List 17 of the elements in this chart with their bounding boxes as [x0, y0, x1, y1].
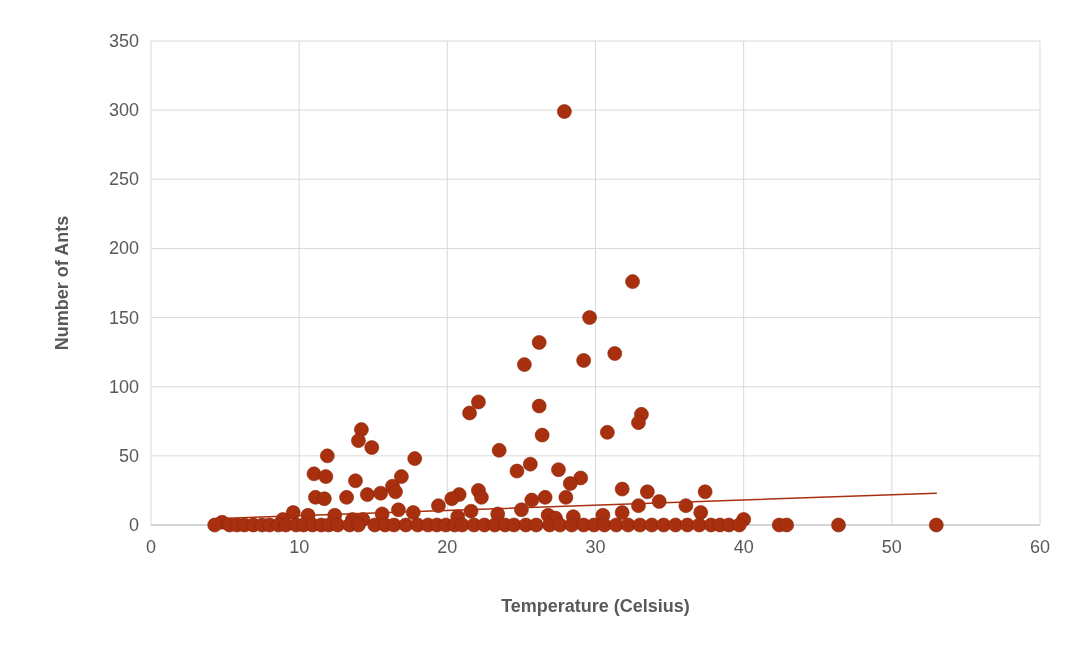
y-tick-label: 100	[108, 376, 139, 397]
x-tick-label: 0	[145, 537, 157, 557]
x-tick-label: 60	[1029, 537, 1051, 557]
y-tick-label: 50	[118, 445, 139, 466]
y-tick-label: 350	[108, 31, 139, 51]
y-tick-label: 200	[108, 238, 139, 259]
y-tick-label: 300	[108, 100, 139, 121]
x-axis-title: Temperature (Celsius)	[501, 596, 690, 616]
x-tick-label: 10	[289, 537, 310, 557]
x-tick-label: 20	[437, 537, 458, 557]
y-tick-label: 150	[108, 307, 139, 328]
x-tick-label: 30	[585, 537, 606, 557]
y-tick-label: 0	[128, 515, 139, 535]
y-tick-label: 250	[108, 169, 139, 190]
y-axis-title: Number of Ants	[52, 215, 72, 351]
x-tick-label: 40	[733, 537, 754, 557]
x-tick-label: 50	[881, 537, 902, 557]
